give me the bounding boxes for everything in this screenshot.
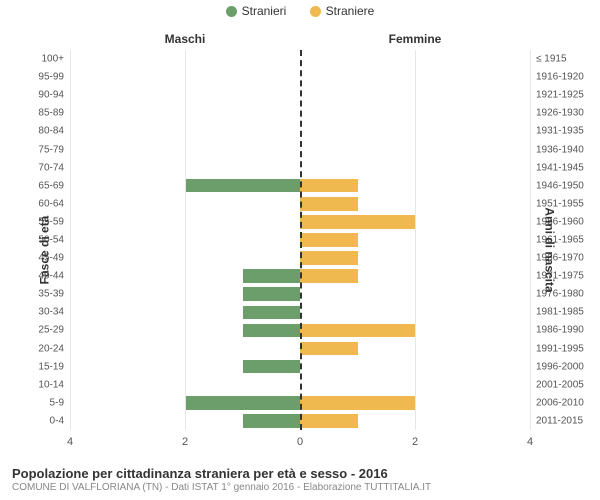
male-bar bbox=[243, 287, 301, 301]
age-label: 20-24 bbox=[38, 343, 70, 354]
year-label: 1971-1975 bbox=[530, 271, 584, 282]
year-label: 2011-2015 bbox=[530, 415, 583, 426]
age-label: 90-94 bbox=[38, 90, 70, 101]
legend-item-stranieri: Stranieri bbox=[226, 4, 287, 18]
female-bar bbox=[300, 251, 358, 265]
female-bar bbox=[300, 396, 415, 410]
year-label: 1981-1985 bbox=[530, 307, 584, 318]
year-label: 1976-1980 bbox=[530, 289, 584, 300]
legend-label: Stranieri bbox=[242, 4, 287, 18]
legend-label: Straniere bbox=[326, 4, 375, 18]
grid-line bbox=[70, 50, 71, 430]
age-label: 30-34 bbox=[38, 307, 70, 318]
zero-line bbox=[300, 50, 302, 430]
female-bar bbox=[300, 233, 358, 247]
year-label: 1956-1960 bbox=[530, 216, 584, 227]
legend-swatch-icon bbox=[226, 6, 237, 17]
x-tick-label: 4 bbox=[527, 436, 533, 448]
legend-swatch-icon bbox=[310, 6, 321, 17]
year-label: 1916-1920 bbox=[530, 72, 584, 83]
year-label: 1961-1965 bbox=[530, 234, 584, 245]
age-label: 5-9 bbox=[50, 397, 70, 408]
year-label: 1926-1930 bbox=[530, 108, 584, 119]
footer-subtitle: COMUNE DI VALFLORIANA (TN) - Dati ISTAT … bbox=[12, 482, 588, 494]
year-label: 1986-1990 bbox=[530, 325, 584, 336]
x-tick-label: 2 bbox=[182, 436, 188, 448]
year-label: 1991-1995 bbox=[530, 343, 584, 354]
female-bar bbox=[300, 197, 358, 211]
year-label: 1941-1945 bbox=[530, 162, 584, 173]
male-bar bbox=[185, 396, 300, 410]
year-label: 2001-2005 bbox=[530, 379, 584, 390]
female-bar bbox=[300, 342, 358, 356]
x-tick-label: 2 bbox=[412, 436, 418, 448]
age-label: 0-4 bbox=[50, 415, 70, 426]
age-label: 85-89 bbox=[38, 108, 70, 119]
male-bar bbox=[243, 324, 301, 338]
grid-line bbox=[415, 50, 416, 430]
chart-frame: Stranieri Straniere Maschi Femmine 100+ ≤… bbox=[0, 0, 600, 500]
year-label: 1921-1925 bbox=[530, 90, 584, 101]
year-label: 2006-2010 bbox=[530, 397, 584, 408]
legend-item-straniere: Straniere bbox=[310, 4, 375, 18]
legend: Stranieri Straniere bbox=[0, 4, 600, 20]
female-bar bbox=[300, 414, 358, 428]
female-bar bbox=[300, 215, 415, 229]
age-label: 75-79 bbox=[38, 144, 70, 155]
age-label: 70-74 bbox=[38, 162, 70, 173]
male-bar bbox=[243, 360, 301, 374]
age-label: 100+ bbox=[41, 54, 70, 65]
left-half-title: Maschi bbox=[165, 32, 206, 46]
female-bar bbox=[300, 179, 358, 193]
year-label: 1966-1970 bbox=[530, 253, 584, 264]
female-bar bbox=[300, 324, 415, 338]
plot-area: Maschi Femmine 100+≤ 191595-991916-19209… bbox=[70, 30, 530, 450]
year-label: 1996-2000 bbox=[530, 361, 584, 372]
age-label: 80-84 bbox=[38, 126, 70, 137]
year-label: 1931-1935 bbox=[530, 126, 584, 137]
grid-line bbox=[530, 50, 531, 430]
footer-title: Popolazione per cittadinanza straniera p… bbox=[12, 466, 588, 482]
age-label: 95-99 bbox=[38, 72, 70, 83]
female-bar bbox=[300, 269, 358, 283]
male-bar bbox=[243, 306, 301, 320]
age-label: 35-39 bbox=[38, 289, 70, 300]
male-bar bbox=[243, 414, 301, 428]
right-half-title: Femmine bbox=[389, 32, 442, 46]
male-bar bbox=[243, 269, 301, 283]
age-label: 25-29 bbox=[38, 325, 70, 336]
year-label: 1951-1955 bbox=[530, 198, 584, 209]
age-label: 60-64 bbox=[38, 198, 70, 209]
male-bar bbox=[185, 179, 300, 193]
age-label: 15-19 bbox=[38, 361, 70, 372]
age-label: 65-69 bbox=[38, 180, 70, 191]
age-label: 10-14 bbox=[38, 379, 70, 390]
year-label: 1936-1940 bbox=[530, 144, 584, 155]
year-label: 1946-1950 bbox=[530, 180, 584, 191]
footer: Popolazione per cittadinanza straniera p… bbox=[12, 466, 588, 494]
y-axis-left-title: Fasce di età bbox=[37, 216, 51, 285]
grid-line bbox=[185, 50, 186, 430]
y-axis-right-title: Anni di nascita bbox=[542, 207, 556, 292]
year-label: ≤ 1915 bbox=[530, 54, 567, 65]
x-tick-label: 0 bbox=[297, 436, 303, 448]
x-tick-label: 4 bbox=[67, 436, 73, 448]
